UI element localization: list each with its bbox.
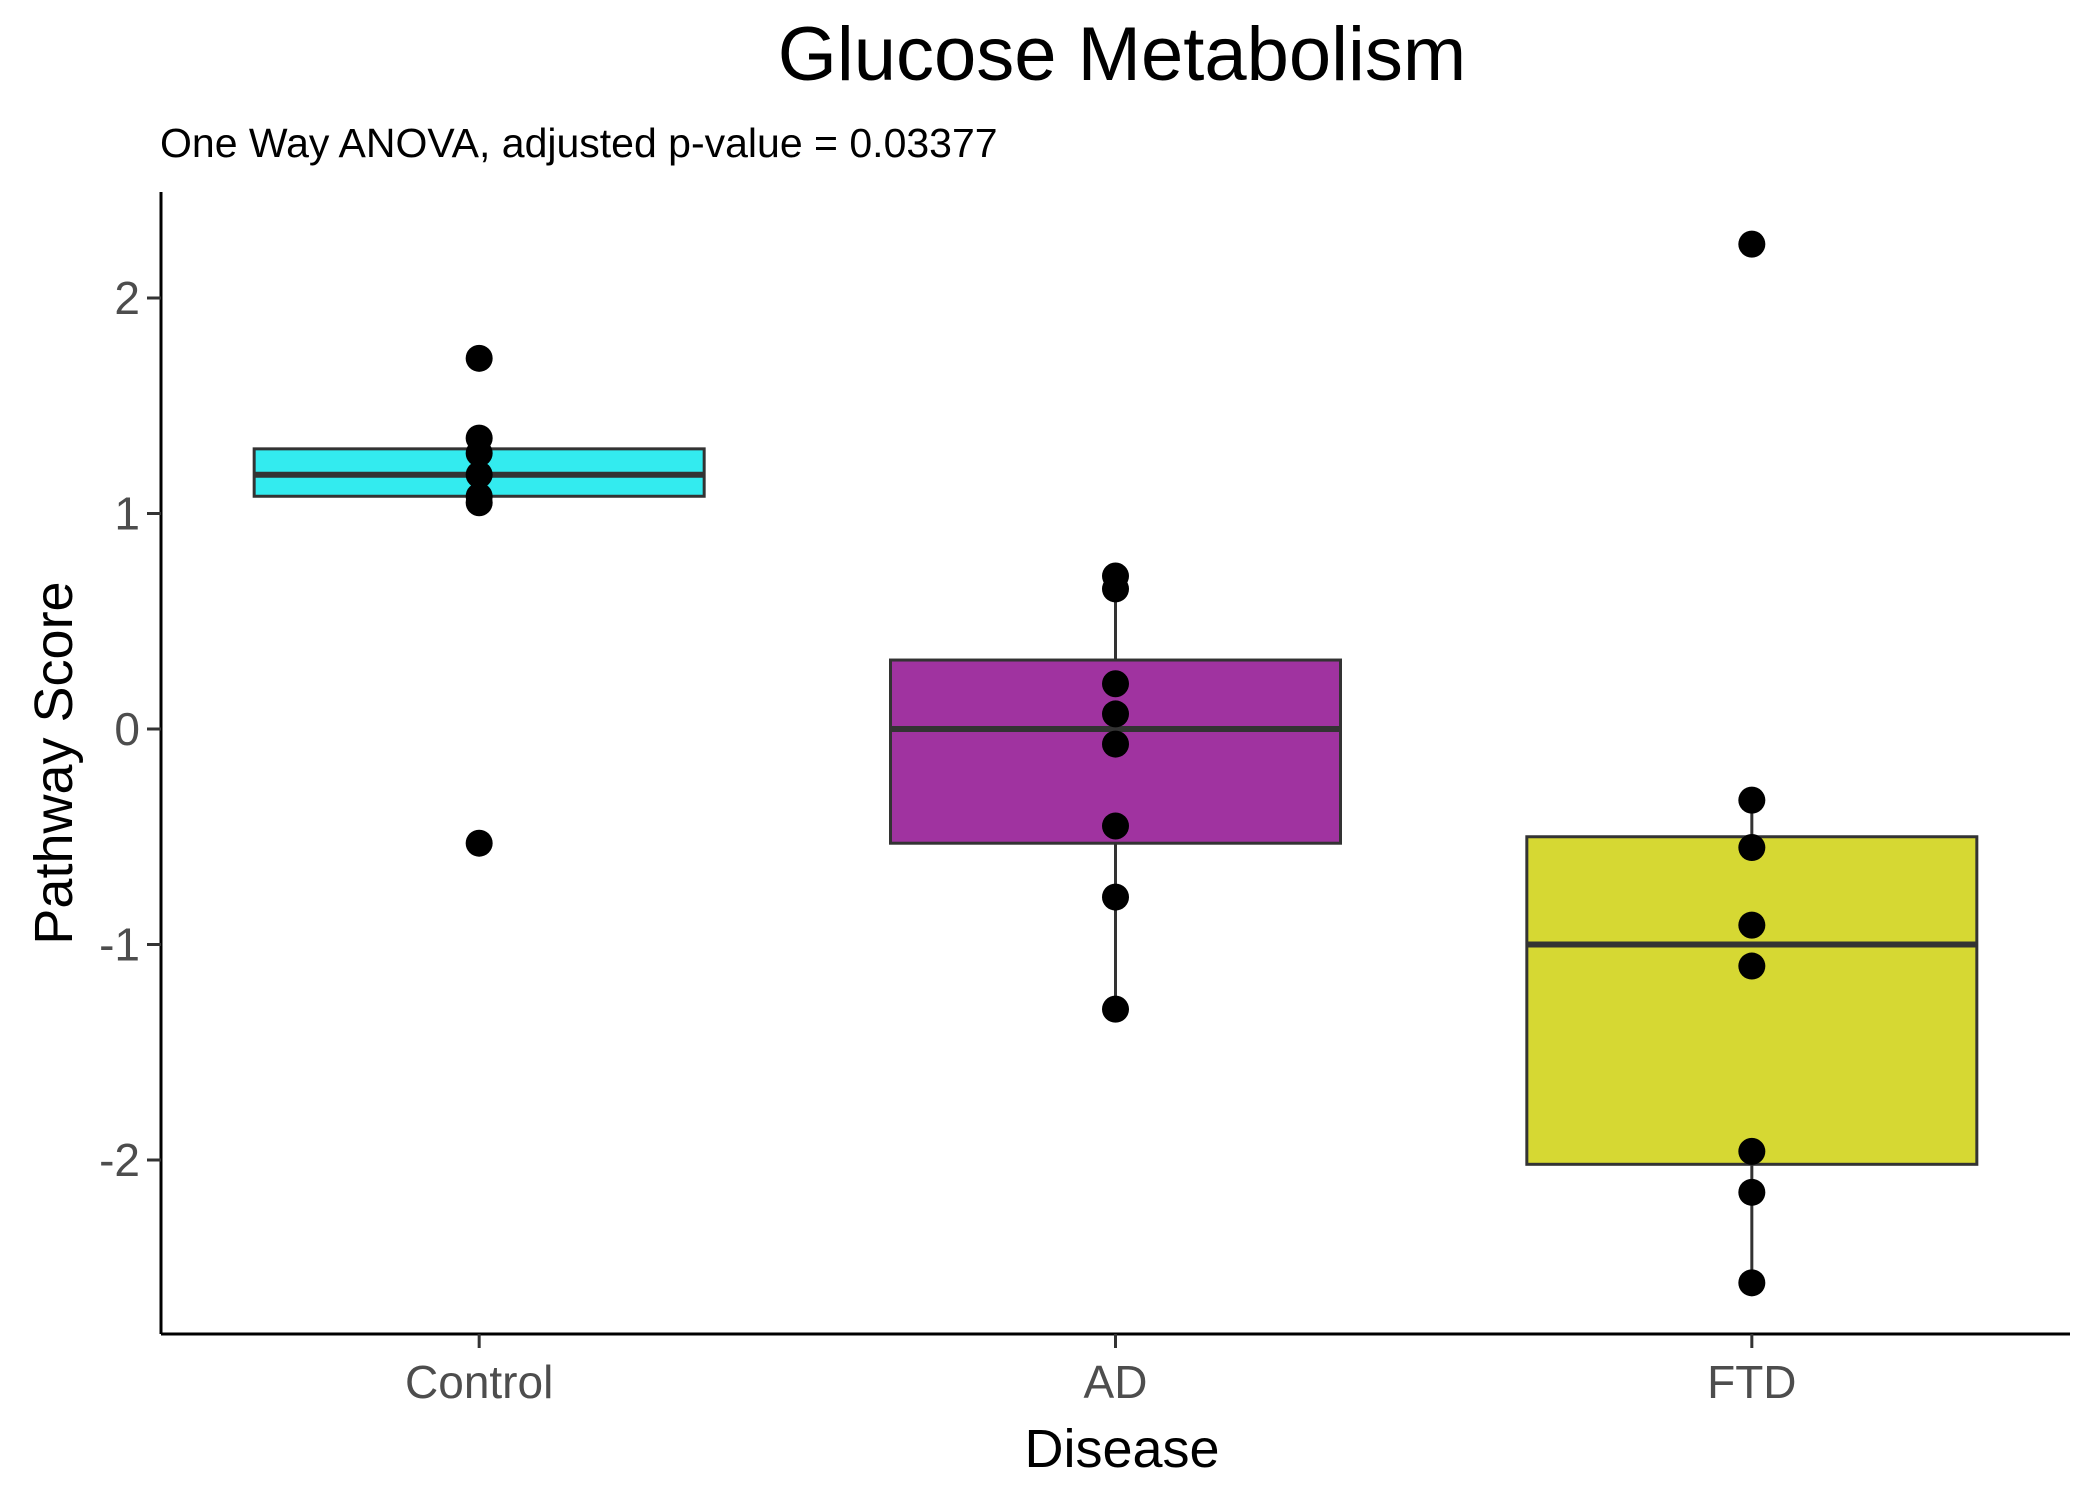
y-tick-label: 2 <box>114 272 140 324</box>
data-point <box>1102 995 1129 1023</box>
y-axis-title: Pathway Score <box>24 581 84 944</box>
box-group-ad <box>889 562 1342 1023</box>
data-point <box>465 439 493 467</box>
y-tick-label: 1 <box>114 488 140 540</box>
chart-subtitle: One Way ANOVA, adjusted p-value = 0.0337… <box>160 120 998 166</box>
data-point <box>1738 834 1766 862</box>
data-point <box>465 829 493 857</box>
data-point <box>1738 952 1766 980</box>
data-point <box>1102 883 1129 911</box>
data-point <box>1102 730 1129 758</box>
plot-area <box>252 230 1979 1297</box>
data-point <box>1738 1269 1766 1297</box>
box-group-control <box>252 344 706 857</box>
iqr-box <box>1525 835 1979 1166</box>
x-tick-label: AD <box>1084 1356 1148 1408</box>
data-point <box>1738 1137 1766 1165</box>
x-axis-ticks: Control AD FTD <box>405 1334 1797 1408</box>
data-point <box>1102 575 1129 603</box>
box-group-ftd <box>1525 230 1979 1297</box>
data-point <box>465 344 493 372</box>
data-point <box>465 461 493 489</box>
x-tick-label: FTD <box>1707 1356 1796 1408</box>
y-tick-label: -2 <box>99 1134 140 1186</box>
data-point <box>1738 911 1766 939</box>
data-point <box>465 489 493 517</box>
x-tick-label: Control <box>405 1356 553 1408</box>
y-axis-ticks: 2 1 0 -1 -2 <box>99 272 161 1186</box>
data-point <box>1738 1178 1766 1206</box>
data-point <box>1738 230 1766 258</box>
data-point <box>1102 670 1129 698</box>
y-tick-label: 0 <box>114 703 140 755</box>
x-axis-title: Disease <box>1024 1419 1219 1479</box>
data-point <box>1738 786 1766 814</box>
y-tick-label: -1 <box>99 919 140 971</box>
chart-title: Glucose Metabolism <box>778 12 1467 97</box>
data-point <box>1102 812 1129 840</box>
data-point <box>1102 700 1129 728</box>
